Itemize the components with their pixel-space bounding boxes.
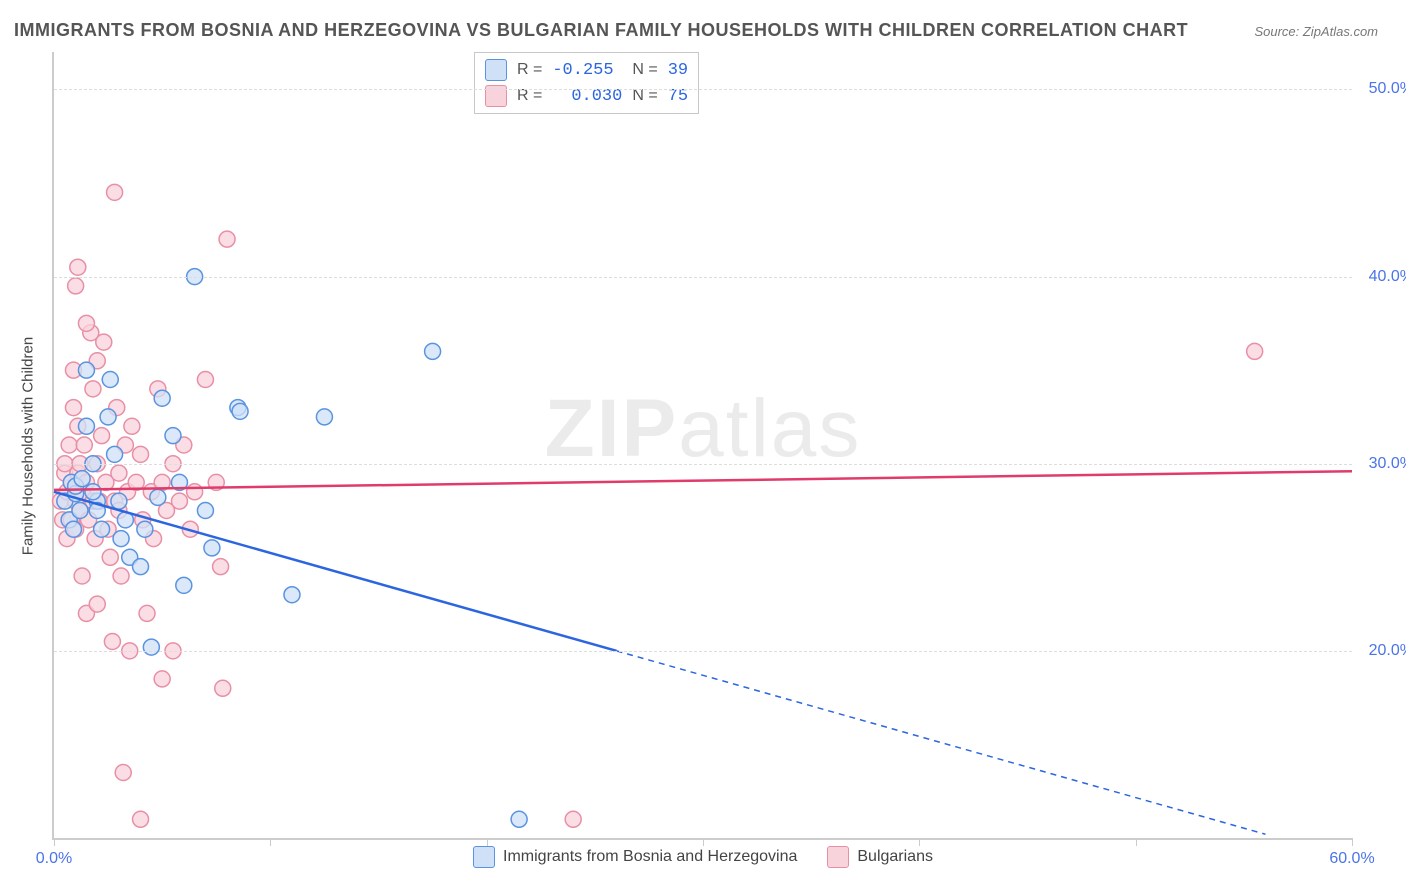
scatter-point — [154, 390, 170, 406]
x-tick-mark — [703, 838, 704, 846]
x-tick-mark — [54, 838, 55, 846]
gridline-h — [54, 89, 1352, 90]
scatter-point — [107, 184, 123, 200]
scatter-point — [113, 531, 129, 547]
scatter-point — [76, 437, 92, 453]
x-tick-mark — [270, 838, 271, 846]
scatter-point — [74, 568, 90, 584]
scatter-point — [284, 587, 300, 603]
x-tick-mark — [919, 838, 920, 846]
scatter-point — [316, 409, 332, 425]
scatter-point — [139, 605, 155, 621]
scatter-point — [94, 521, 110, 537]
scatter-point — [68, 278, 84, 294]
scatter-point — [78, 418, 94, 434]
scatter-point — [187, 484, 203, 500]
legend-item-pink: Bulgarians — [827, 846, 933, 868]
source-label: Source: ZipAtlas.com — [1254, 24, 1378, 39]
scatter-point — [74, 471, 90, 487]
gridline-h — [54, 464, 1352, 465]
scatter-point — [133, 811, 149, 827]
scatter-point — [171, 493, 187, 509]
scatter-point — [89, 596, 105, 612]
scatter-point — [102, 372, 118, 388]
scatter-point — [111, 493, 127, 509]
scatter-point — [96, 334, 112, 350]
legend-item-blue: Immigrants from Bosnia and Herzegovina — [473, 846, 797, 868]
scatter-point — [197, 372, 213, 388]
scatter-point — [1247, 343, 1263, 359]
scatter-point — [115, 765, 131, 781]
scatter-point — [85, 381, 101, 397]
plot-svg — [54, 52, 1352, 838]
trend-line — [54, 471, 1352, 490]
scatter-point — [78, 362, 94, 378]
legend-label-blue: Immigrants from Bosnia and Herzegovina — [503, 848, 797, 866]
y-tick-label: 20.0% — [1369, 642, 1406, 660]
y-axis-label: Family Households with Children — [20, 337, 37, 555]
scatter-point — [133, 446, 149, 462]
gridline-h — [54, 277, 1352, 278]
x-tick-mark — [1136, 838, 1137, 846]
legend-label-pink: Bulgarians — [857, 848, 933, 866]
scatter-point — [150, 489, 166, 505]
chart-container: IMMIGRANTS FROM BOSNIA AND HERZEGOVINA V… — [0, 0, 1406, 892]
scatter-point — [232, 403, 248, 419]
scatter-point — [219, 231, 235, 247]
scatter-point — [65, 400, 81, 416]
trend-line-dashed — [616, 651, 1265, 834]
scatter-point — [113, 568, 129, 584]
scatter-point — [61, 437, 77, 453]
scatter-point — [204, 540, 220, 556]
scatter-point — [111, 465, 127, 481]
plot-area: ZIPatlas R = -0.255 N = 39 R = 0.030 N =… — [52, 52, 1352, 840]
y-tick-label: 30.0% — [1369, 455, 1406, 473]
scatter-point — [565, 811, 581, 827]
chart-title: IMMIGRANTS FROM BOSNIA AND HERZEGOVINA V… — [14, 20, 1188, 41]
swatch-pink-icon — [827, 846, 849, 868]
scatter-point — [85, 484, 101, 500]
gridline-h — [54, 651, 1352, 652]
scatter-point — [197, 503, 213, 519]
scatter-point — [143, 639, 159, 655]
scatter-point — [213, 559, 229, 575]
scatter-point — [107, 446, 123, 462]
scatter-point — [215, 680, 231, 696]
scatter-point — [104, 634, 120, 650]
scatter-point — [70, 259, 86, 275]
swatch-blue-icon — [473, 846, 495, 868]
x-tick-mark — [1352, 838, 1353, 846]
scatter-point — [72, 503, 88, 519]
scatter-point — [65, 521, 81, 537]
scatter-point — [133, 559, 149, 575]
scatter-point — [78, 315, 94, 331]
scatter-point — [165, 428, 181, 444]
scatter-point — [100, 409, 116, 425]
scatter-point — [137, 521, 153, 537]
scatter-point — [425, 343, 441, 359]
scatter-point — [124, 418, 140, 434]
y-tick-label: 40.0% — [1369, 268, 1406, 286]
scatter-point — [511, 811, 527, 827]
scatter-point — [176, 577, 192, 593]
scatter-point — [94, 428, 110, 444]
series-legend: Immigrants from Bosnia and Herzegovina B… — [54, 846, 1352, 868]
scatter-point — [154, 671, 170, 687]
x-tick-mark — [487, 838, 488, 846]
scatter-point — [102, 549, 118, 565]
y-tick-label: 50.0% — [1369, 80, 1406, 98]
